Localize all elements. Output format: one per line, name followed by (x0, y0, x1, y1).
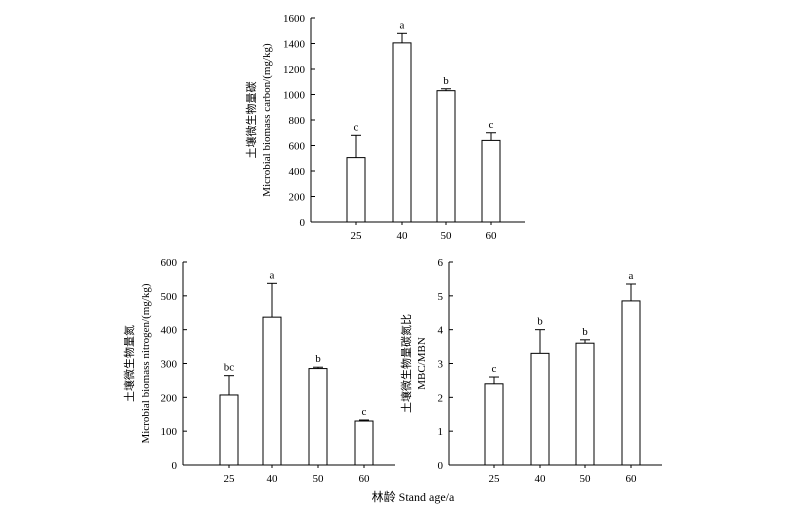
x-tick-label: 60 (486, 230, 498, 242)
bar (392, 42, 412, 223)
bar (481, 139, 501, 223)
y-tick-label: 500 (161, 291, 178, 303)
y-tick-label: 3 (438, 359, 444, 371)
mbn-panel: 0 100 200 300 400 500 600 bc 25 a 40 b 50 c 60 土壤微生物量氮 M… (122, 257, 395, 485)
y-tick-label: 800 (289, 115, 306, 127)
y-axis-label-en: Microbial biomass carbon/(mg/kg) (261, 43, 273, 197)
y-tick-label: 100 (161, 426, 178, 438)
bar (262, 316, 282, 466)
y-tick-label: 5 (438, 291, 444, 303)
bar (575, 342, 595, 466)
x-tick-label: 50 (441, 230, 453, 242)
bar (621, 300, 641, 466)
ratio-panel: 0 1 2 3 4 5 6 c 25 b 40 b 50 a 60 土壤微生物量碳氮比 MBC/MBN (399, 257, 662, 485)
y-tick-label: 0 (300, 217, 306, 229)
significance-label: a (400, 19, 405, 31)
y-tick-label: 1 (438, 426, 444, 438)
x-tick-label: 40 (397, 230, 409, 242)
x-tick-label: 60 (626, 473, 638, 485)
bar (346, 157, 366, 223)
significance-label: b (582, 326, 588, 338)
significance-label: c (492, 363, 497, 375)
x-tick-label: 40 (267, 473, 279, 485)
x-tick-label: 25 (351, 230, 363, 242)
mbc-panel: 0 200 400 600 800 1000 1200 1400 1600 c 25 a 40 b 50 c 6… (244, 13, 525, 242)
bar (219, 394, 239, 466)
significance-label: a (270, 269, 275, 281)
y-axis-label-cn: 土壤微生物量碳 (244, 82, 258, 159)
y-axis-label-en: MBC/MBN (416, 337, 428, 390)
y-tick-label: 200 (289, 192, 306, 204)
y-tick-label: 6 (438, 257, 444, 269)
bar (308, 368, 328, 466)
y-axis-label-cn: 土壤微生物量氮 (122, 325, 136, 402)
significance-label: c (362, 406, 367, 418)
significance-label: b (537, 316, 543, 328)
significance-label: b (443, 75, 449, 87)
bar (354, 420, 374, 466)
significance-label: a (629, 270, 634, 282)
y-tick-label: 400 (289, 166, 306, 178)
bar (436, 90, 456, 223)
x-tick-label: 25 (489, 473, 501, 485)
y-tick-label: 0 (172, 460, 178, 472)
significance-label: c (489, 119, 494, 131)
x-tick-label: 50 (580, 473, 592, 485)
y-tick-label: 0 (438, 460, 444, 472)
y-tick-label: 400 (161, 325, 178, 337)
x-tick-label: 25 (224, 473, 236, 485)
y-tick-label: 1200 (283, 64, 306, 76)
x-tick-label: 40 (535, 473, 547, 485)
bar (484, 383, 504, 466)
y-tick-label: 1400 (283, 39, 306, 51)
bar (530, 352, 550, 466)
y-tick-label: 600 (161, 257, 178, 269)
y-tick-label: 1000 (283, 90, 306, 102)
y-axis-label-en: Microbial biomass nitrogen/(mg/kg) (140, 283, 152, 443)
y-tick-label: 300 (161, 359, 178, 371)
significance-label: bc (224, 362, 235, 374)
y-axis-label-cn: 土壤微生物量碳氮比 (399, 314, 413, 413)
y-tick-label: 2 (438, 392, 444, 404)
y-tick-label: 1600 (283, 13, 306, 25)
x-axis-label: 林龄 Stand age/a (372, 490, 455, 504)
x-tick-label: 60 (359, 473, 371, 485)
significance-label: c (354, 121, 359, 133)
y-tick-label: 600 (289, 141, 306, 153)
y-tick-label: 200 (161, 392, 178, 404)
x-tick-label: 50 (313, 473, 325, 485)
significance-label: b (315, 353, 321, 365)
y-tick-label: 4 (438, 325, 444, 337)
